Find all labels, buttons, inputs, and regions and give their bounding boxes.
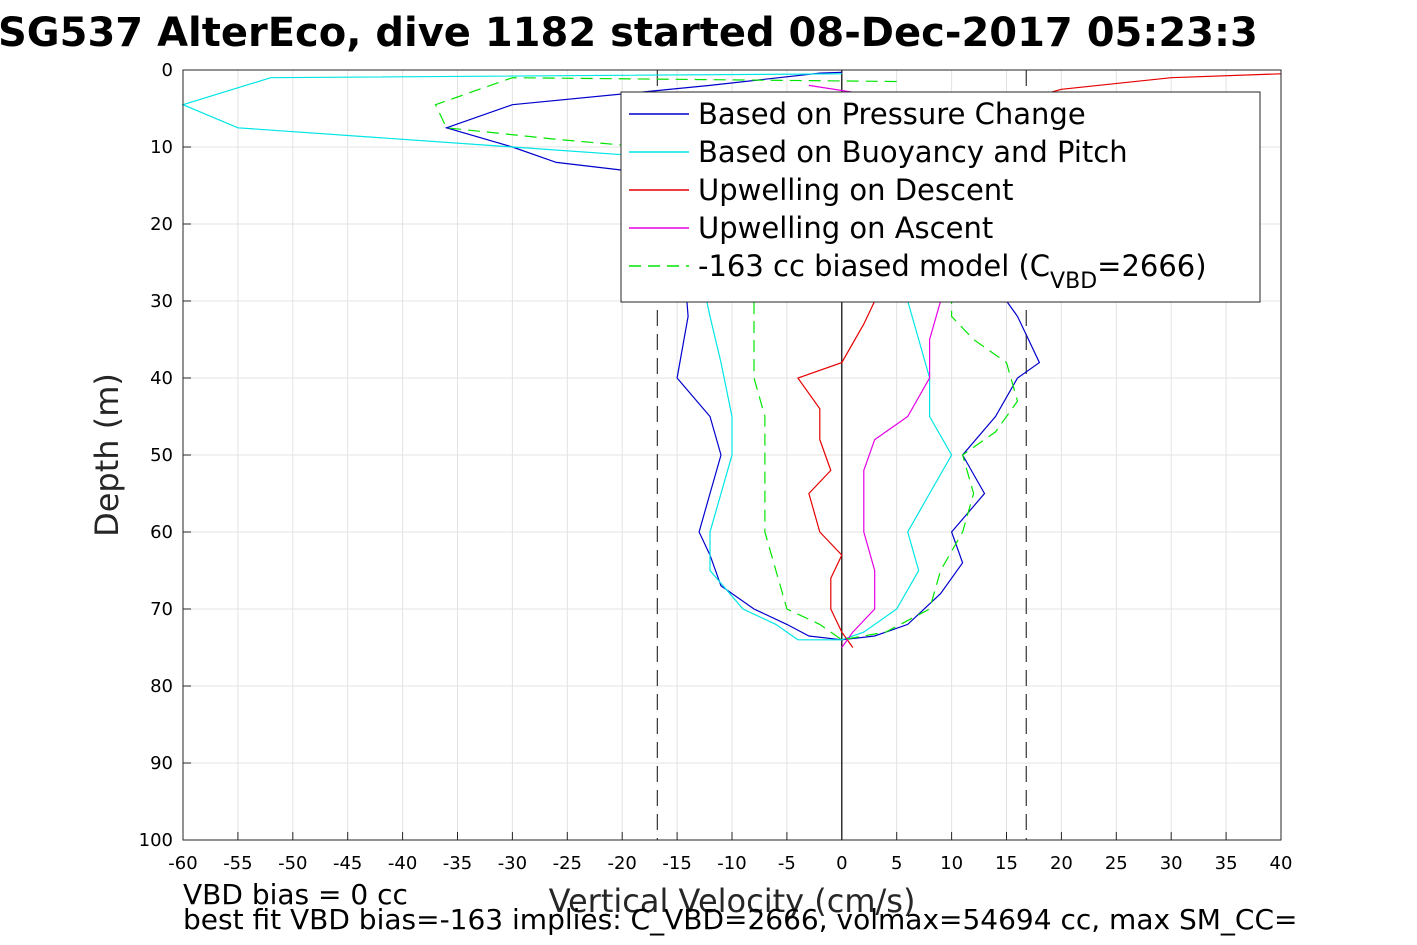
- series-line-2: [181, 73, 953, 641]
- y-tick-label: 10: [150, 137, 173, 158]
- x-tick-labels: -60 -55 -50 -45 -40 -35 -30 -25 -20 -15 -10 -5 0 5 10 1…: [168, 832, 1292, 874]
- best-fit-note: best fit VBD bias=-163 implies: C_VBD=26…: [183, 903, 1297, 936]
- x-axis-label: Vertical Velocity (cm/s): [549, 882, 916, 920]
- x-tick-label: -40: [388, 853, 417, 874]
- x-tick-label: -50: [278, 853, 307, 874]
- x-tick-label: 40: [1270, 853, 1293, 874]
- y-tick-label: 20: [150, 214, 173, 235]
- y-tick-label: 60: [150, 522, 173, 543]
- x-tick-label: -20: [607, 853, 636, 874]
- x-tick-label: 20: [1050, 853, 1073, 874]
- y-axis-label: Depth (m): [88, 373, 126, 537]
- legend: Based on Pressure Change Based on Buoyanc…: [620, 91, 1261, 303]
- x-tick-label: -10: [717, 853, 746, 874]
- legend-label: -163 cc biased model (CVBD=2666): [698, 249, 1207, 294]
- legend-label: Upwelling on Ascent: [698, 211, 993, 245]
- legend-label: Upwelling on Descent: [698, 173, 1014, 207]
- x-tick-label: 10: [940, 853, 963, 874]
- y-tick-label: 40: [150, 368, 173, 389]
- y-tick-labels: 0 10 20 30 40 50 60 70 80 90 100: [139, 60, 191, 851]
- legend-label: Based on Pressure Change: [698, 97, 1086, 131]
- x-tick-label: 25: [1105, 853, 1128, 874]
- x-tick-label: -30: [498, 853, 527, 874]
- x-tick-label: 5: [891, 853, 902, 874]
- x-tick-label: 30: [1160, 853, 1183, 874]
- legend-label: Based on Buoyancy and Pitch: [698, 135, 1128, 169]
- y-tick-label: 0: [162, 60, 173, 81]
- x-tick-label: 0: [836, 853, 847, 874]
- x-tick-label: -35: [443, 853, 472, 874]
- x-tick-label: 15: [995, 853, 1018, 874]
- y-tick-label: 80: [150, 676, 173, 697]
- x-tick-label: 35: [1215, 853, 1238, 874]
- series-line-1: [444, 71, 1041, 641]
- x-tick-label: -5: [778, 853, 796, 874]
- x-tick-label: -55: [223, 853, 252, 874]
- y-tick-label: 70: [150, 599, 173, 620]
- x-tick-label: -15: [662, 853, 691, 874]
- x-tick-label: -60: [168, 853, 197, 874]
- legend-box: [620, 91, 1261, 303]
- y-tick-label: 90: [150, 753, 173, 774]
- y-tick-label: 50: [150, 445, 173, 466]
- vbd-bias-note: VBD bias = 0 cc: [183, 878, 408, 911]
- y-tick-label: 100: [139, 830, 173, 851]
- y-tick-label: 30: [150, 291, 173, 312]
- chart-title: SG537 AlterEco, dive 1182 started 08-Dec…: [0, 10, 1258, 56]
- x-tick-label: -25: [553, 853, 582, 874]
- x-tick-label: -45: [333, 853, 362, 874]
